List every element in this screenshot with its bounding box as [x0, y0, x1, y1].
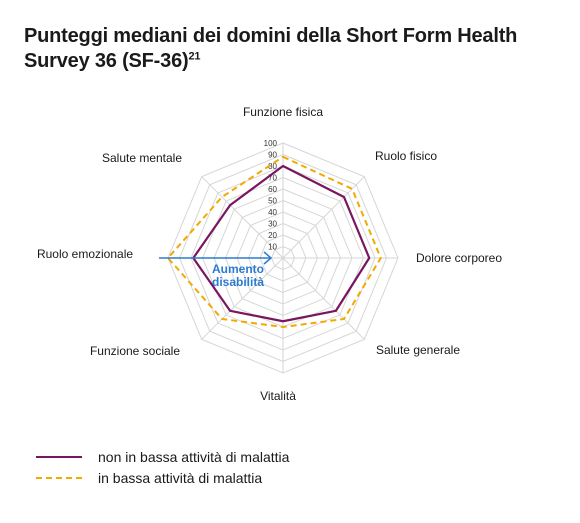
series-line-2: [167, 155, 382, 328]
tick-label: 10: [268, 243, 277, 252]
title-superscript: 21: [188, 50, 201, 63]
legend-label-series-1: non in bassa attività di malattia: [98, 448, 290, 465]
axis-label: Salute mentale: [102, 151, 182, 165]
tick-label: 80: [268, 162, 277, 171]
annotation-label-line-1: Aumento: [212, 262, 264, 276]
tick-label: 90: [268, 151, 277, 160]
grid-spoke: [282, 176, 365, 259]
axis-label: Vitalità: [260, 389, 296, 403]
tick-label: 20: [268, 231, 277, 240]
tick-label: 40: [268, 208, 277, 217]
legend-item-series-1: non in bassa attività di malattia: [36, 446, 289, 467]
axis-label: Funzione fisica: [243, 105, 323, 119]
axis-label: Ruolo emozionale: [37, 247, 133, 261]
axis-label: Dolore corporeo: [416, 251, 502, 265]
legend-item-series-2: in bassa attività di malattia: [36, 467, 289, 488]
axis-label: Salute generale: [376, 343, 460, 357]
grid-spoke: [201, 176, 284, 259]
tick-label: 70: [268, 174, 277, 183]
grid-spoke: [282, 257, 365, 340]
legend-swatch-series-1: [36, 455, 82, 458]
annotation-arrowhead: [263, 251, 273, 265]
tick-label: 30: [268, 220, 277, 229]
axis-label: Ruolo fisico: [375, 149, 437, 163]
chart-title: Punteggi mediani dei domini della Short …: [24, 25, 518, 72]
grid-spoke: [201, 257, 284, 340]
legend-swatch-series-2: [36, 476, 82, 479]
legend-label-series-2: in bassa attività di malattia: [98, 469, 263, 486]
tick-label: 60: [268, 185, 277, 194]
tick-label: 50: [268, 197, 277, 206]
legend: non in bassa attività di malattia in bas…: [36, 446, 289, 488]
annotation-label-line-2: disabilità: [212, 275, 264, 289]
series-line-1: [192, 164, 371, 323]
tick-label: 100: [264, 139, 278, 148]
axis-label: Funzione sociale: [90, 344, 180, 358]
